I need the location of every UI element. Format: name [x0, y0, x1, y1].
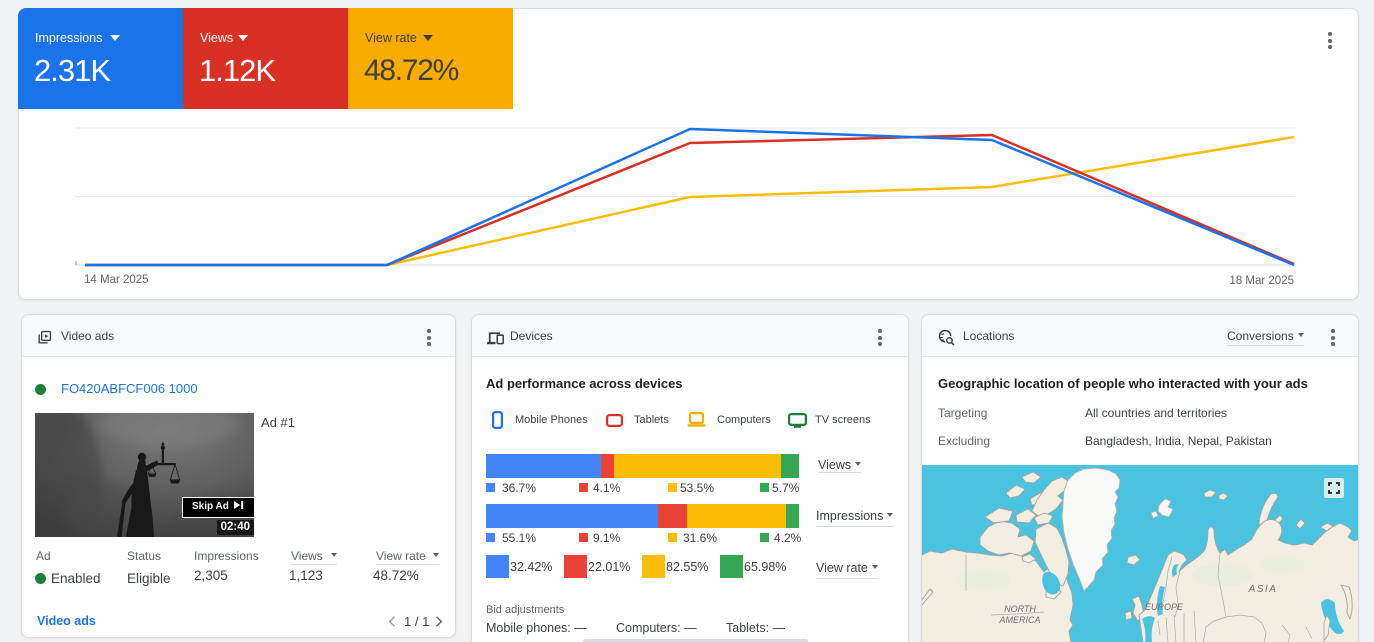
svg-text:EUROPE: EUROPE — [1145, 602, 1184, 612]
svg-text:AMERICA: AMERICA — [998, 615, 1040, 625]
svg-text:18 Mar 2025: 18 Mar 2025 — [1229, 275, 1294, 287]
svg-text:NORTH: NORTH — [1004, 604, 1036, 614]
svg-text:ASIA: ASIA — [1248, 584, 1278, 595]
svg-text:14 Mar 2025: 14 Mar 2025 — [84, 274, 149, 286]
